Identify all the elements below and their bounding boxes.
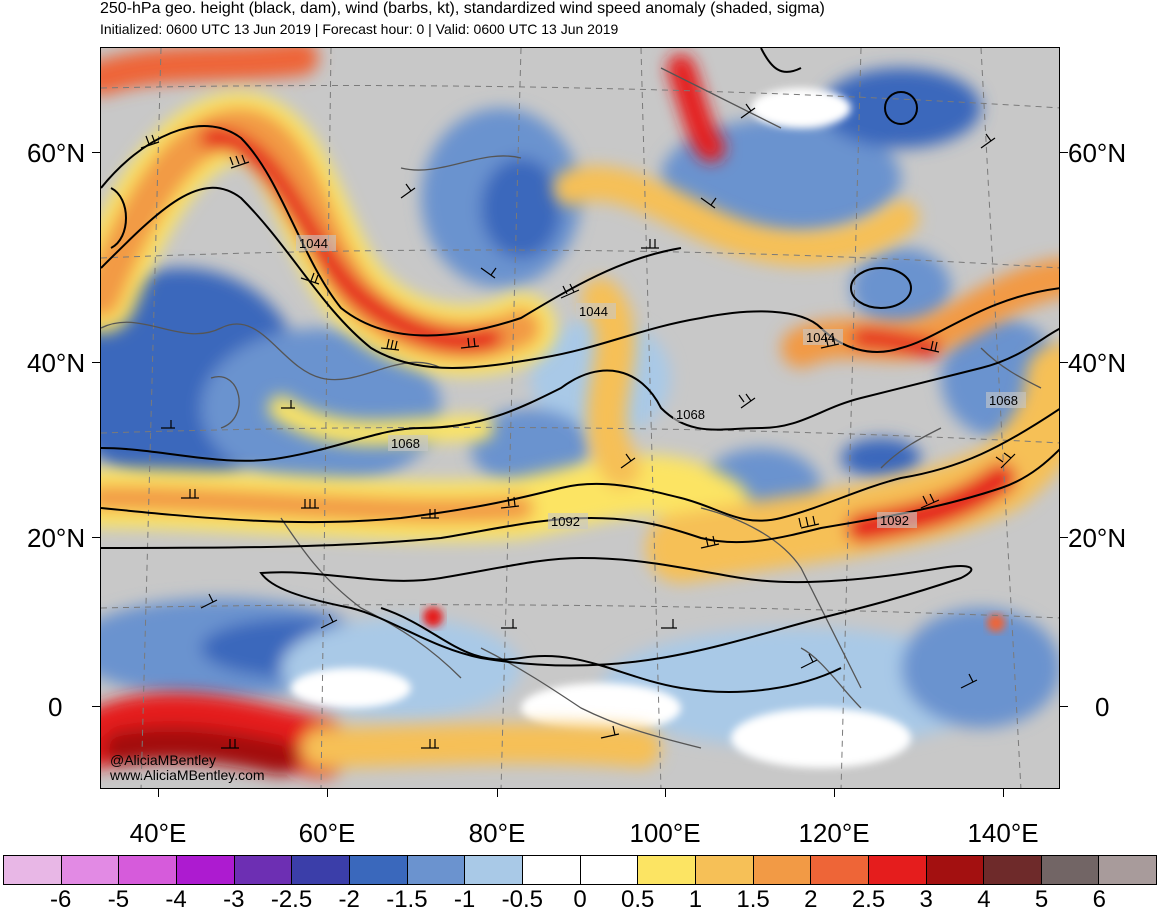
lat-label-right-40: 40°N [1068,348,1127,378]
colorbar-label: -5 [107,886,130,913]
colorbar-label: 2 [804,886,818,913]
lat-label-left-20: 20°N [27,523,86,553]
colorbar [3,855,1157,885]
tick [834,789,835,797]
colorbar-label: 5 [1034,886,1049,913]
colorbar-label: 0.5 [621,886,655,913]
tick [92,152,100,153]
tick [665,789,666,797]
graticule [101,48,1059,788]
colorbar-swatch [1041,856,1100,884]
colorbar-swatch [580,856,639,884]
colorbar-swatch [695,856,754,884]
tick [327,789,328,797]
lon-label-100e: 100°E [629,818,701,848]
tick [1060,706,1068,707]
colorbar-swatch [984,856,1042,884]
tick [1060,537,1068,538]
colorbar-label: 2.5 [851,886,886,913]
colorbar-label: 3 [919,886,933,913]
watermark-handle: @AliciaMBentley [110,752,217,768]
contour-label: 1044 [806,330,835,345]
colorbar-label: 4 [977,886,991,913]
contour-label: 1044 [579,304,608,319]
colorbar-label: -0.5 [501,886,543,913]
colorbar-swatch [926,856,985,884]
tick [158,789,159,797]
colorbar-swatch [61,856,120,884]
tick [92,706,100,707]
lat-label-right-0: 0 [1095,692,1110,722]
watermark: @AliciaMBentley www.AliciaMBentley.com [110,753,265,783]
colorbar-label: -1 [453,886,476,913]
tick [92,537,100,538]
colorbar-swatch [811,856,869,884]
colorbar-label: -2 [338,886,360,913]
colorbar-label: -2.5 [270,886,313,913]
map-panel: 1044 1044 1044 1068 1068 1068 1092 1092 [100,47,1060,789]
colorbar-swatch [234,856,293,884]
colorbar-label: 0 [573,886,587,913]
tick [1060,362,1068,363]
tick [1060,152,1068,153]
contour-label: 1092 [551,514,580,529]
lon-label-80e: 80°E [468,818,526,848]
colorbar-swatch [407,856,466,884]
watermark-url: www.AliciaMBentley.com [110,767,265,783]
wind-barbs [140,103,1016,749]
contour-label: 1068 [676,407,705,422]
lat-label-right-60: 60°N [1068,138,1127,168]
colorbar-swatch [868,856,927,884]
contour-label: 1044 [299,236,328,251]
colorbar-label: 1 [688,886,703,913]
colorbar-swatch [292,856,350,884]
colorbar-label: 1.5 [736,886,770,913]
height-contours [101,48,1059,693]
colorbar-swatch [638,856,696,884]
tick [1003,789,1004,797]
colorbar-label: 6 [1092,886,1106,913]
colorbar-swatch [753,856,812,884]
colorbar-label: -1.5 [386,886,428,913]
colorbar-swatch [1099,856,1157,884]
tick [497,789,498,797]
colorbar-swatch [349,856,408,884]
positive-anomaly-shading [101,48,1059,778]
lat-label-left-60: 60°N [27,138,86,168]
colorbar-swatch [522,856,581,884]
colorbar-swatch [176,856,235,884]
lon-label-120e: 120°E [798,818,870,848]
map-subtitle: Initialized: 0600 UTC 13 Jun 2019 | Fore… [100,21,619,37]
lat-label-left-0: 0 [48,692,63,722]
lon-label-60e: 60°E [298,818,356,848]
colorbar-label: -6 [50,886,72,913]
colorbar-label: -4 [165,886,187,913]
colorbar-swatch [119,856,177,884]
contour-label-group: 1044 1044 1044 1068 1068 1068 1092 1092 [296,235,1026,529]
lat-label-left-40: 40°N [27,348,86,378]
map-title: 250-hPa geo. height (black, dam), wind (… [100,0,825,17]
contour-label: 1092 [880,513,909,528]
tick [92,362,100,363]
contour-label: 1068 [391,436,420,451]
map-graphic: 1044 1044 1044 1068 1068 1068 1092 1092 [101,48,1059,788]
contour-label: 1068 [989,393,1018,408]
colorbar-swatch [4,856,62,884]
lon-label-140e: 140°E [967,818,1039,848]
colorbar-swatch [465,856,523,884]
colorbar-label: -3 [223,886,245,913]
lat-label-right-20: 20°N [1068,523,1127,553]
lon-label-40e: 40°E [129,818,187,848]
